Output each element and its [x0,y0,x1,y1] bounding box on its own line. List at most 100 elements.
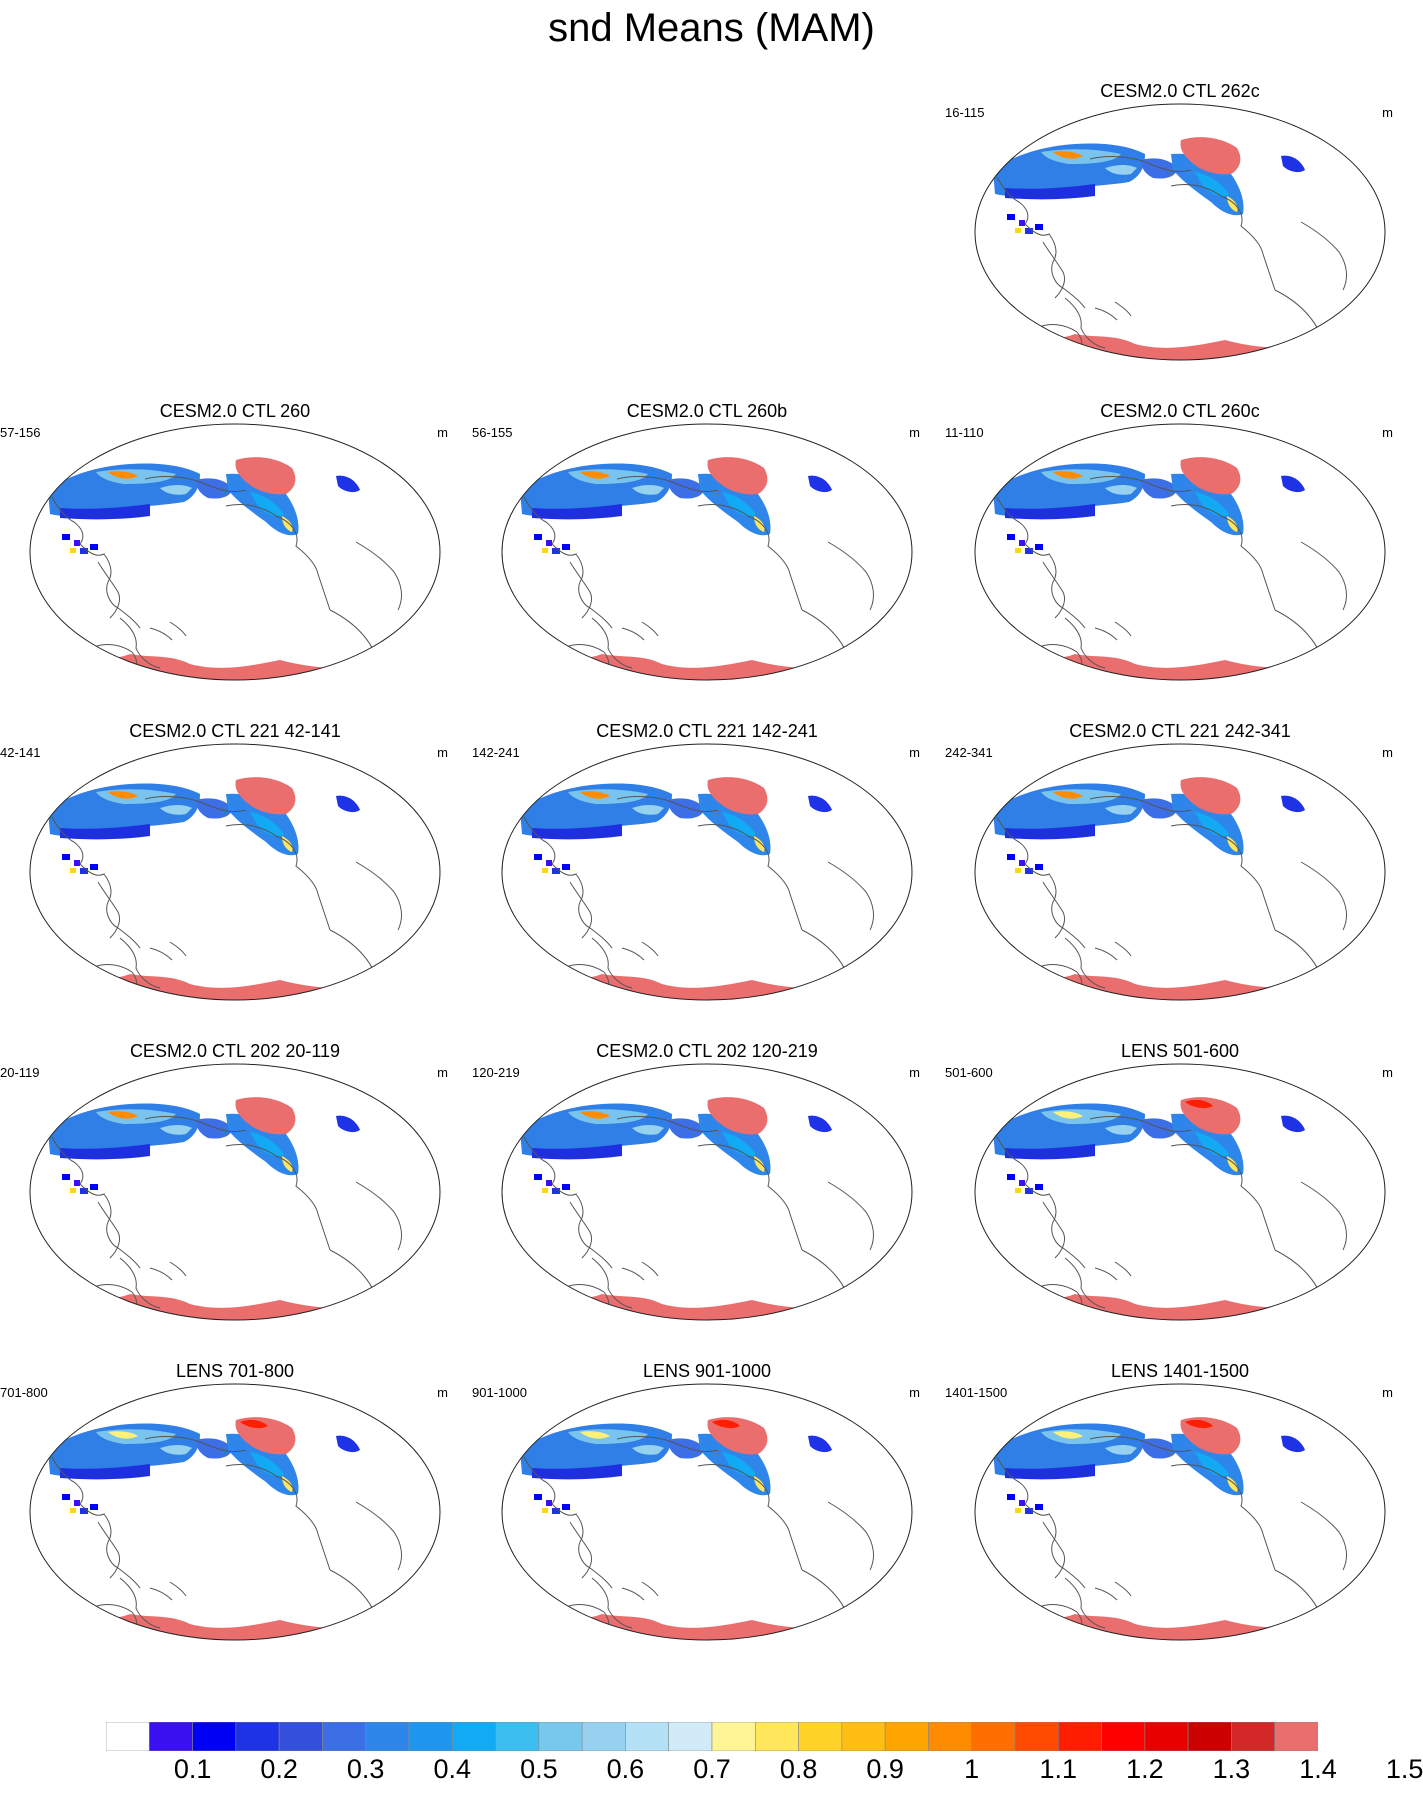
alaska-snow [1141,1438,1177,1459]
tibet-snow [1035,1184,1043,1190]
scandinavia-snow [808,1435,832,1453]
coastline [144,796,247,813]
coastline [35,911,53,937]
antarctica-ice-deep [1025,1318,1116,1320]
antarctica-ice-deep [1025,1638,1116,1640]
colorbar-swatch [1144,1722,1189,1751]
coastline [119,1257,161,1309]
coastline [1031,1604,1083,1640]
coastline [697,823,803,931]
robinson-map [29,423,441,681]
coastline [1042,241,1066,299]
colorbar-swatch [235,1722,280,1751]
tibet-snow [542,548,548,553]
map-field [502,777,912,1000]
coastline [996,496,1086,629]
eurasia-snow-shallow [1005,824,1095,840]
coastline [616,476,719,493]
coastline [1031,1284,1083,1320]
greenland-ice-deep [712,1419,740,1429]
coastline [523,1136,613,1269]
siberia-snow [1105,485,1137,495]
panel-years: 501-600 [945,1065,993,1080]
coastline [1042,561,1066,619]
map-panel: CESM2.0 CTL 260c 11-110 m [945,400,1415,710]
coastline [1170,823,1276,931]
alaska-snow [196,1438,232,1459]
tibet-snow [562,544,570,550]
coastline [355,1501,402,1571]
map-panel: LENS 701-800 701-800 m [0,1360,470,1670]
coastline [569,881,593,939]
eurasia-snow-shallow [1005,504,1095,520]
map-outline [501,1063,913,1321]
coastline [621,1261,659,1281]
coastline [1300,1181,1347,1251]
siberia-snow [1105,165,1137,175]
coastline [1300,221,1347,291]
antarctica-ice-deep [652,1648,708,1660]
colorbar-swatch [754,1722,799,1751]
tibet-snow [80,1188,88,1194]
coastline [1089,1436,1192,1453]
antarctica-ice-deep [552,1638,643,1640]
eurasia-snow-peak [1053,791,1083,799]
siberia-snow [1105,1445,1137,1455]
panel-years: 56-155 [472,425,513,440]
siberia-snow [160,805,192,815]
antarctica-ice [30,654,440,680]
coastline [996,816,1086,949]
tibet-snow [1007,214,1015,220]
antarctica-ice [975,974,1385,1000]
map-outline [29,1383,441,1641]
colorbar-swatch [971,1722,1016,1751]
alaska-snow [196,1118,232,1139]
panel-title: CESM2.0 CTL 221 242-341 [1069,721,1291,741]
coastline [697,1463,803,1571]
eurasia-snow-shallow [532,1144,622,1160]
coastline [51,1456,141,1589]
tibet-snow [1007,854,1015,860]
coastline [558,1284,610,1320]
tibet-snow [70,548,76,553]
siberia-snow [632,1445,664,1455]
tibet-snow [90,544,98,550]
robinson-map [29,1063,441,1321]
map-outline [29,743,441,1001]
coastline [35,591,53,617]
eurasia-snow-peak [580,791,610,799]
greenland-ice-deep [1185,1419,1213,1429]
coastline [591,1257,633,1309]
coastline [144,1436,247,1453]
coastline [1064,297,1106,349]
tibet-snow [1007,1494,1015,1500]
colorbar-swatch [538,1722,583,1751]
tibet-snow [1025,1508,1033,1514]
siberia-snow [632,805,664,815]
coastline [1274,609,1323,680]
map-panel: CESM2.0 CTL 221 42-141 42-141 m [0,720,470,1030]
greenland-ice-deep [240,1419,268,1429]
coastline [801,1249,850,1320]
robinson-map [974,1383,1386,1641]
alaska-snow [196,478,232,499]
panel-years: 1401-1500 [945,1385,1008,1400]
map-panel: CESM2.0 CTL 260b 56-155 m [472,400,942,710]
map-field [975,1097,1385,1320]
coastline [1089,156,1192,173]
eurasia-snow-shallow [1005,1144,1095,1160]
antarctica-ice [975,654,1385,680]
siberia-snow [160,1445,192,1455]
north-america-snow-mid [1195,1452,1229,1477]
panel-units: m [909,425,920,440]
colorbar-swatch [841,1722,886,1751]
coastline [558,1604,610,1640]
coastline [621,941,659,961]
panel-units: m [1382,425,1393,440]
eurasia-snow-shallow [60,1144,150,1160]
tibet-snow [62,1174,70,1180]
tibet-snow [1015,228,1021,233]
coastline [1274,1249,1323,1320]
coastline [1064,1257,1106,1309]
coastline [51,496,141,629]
